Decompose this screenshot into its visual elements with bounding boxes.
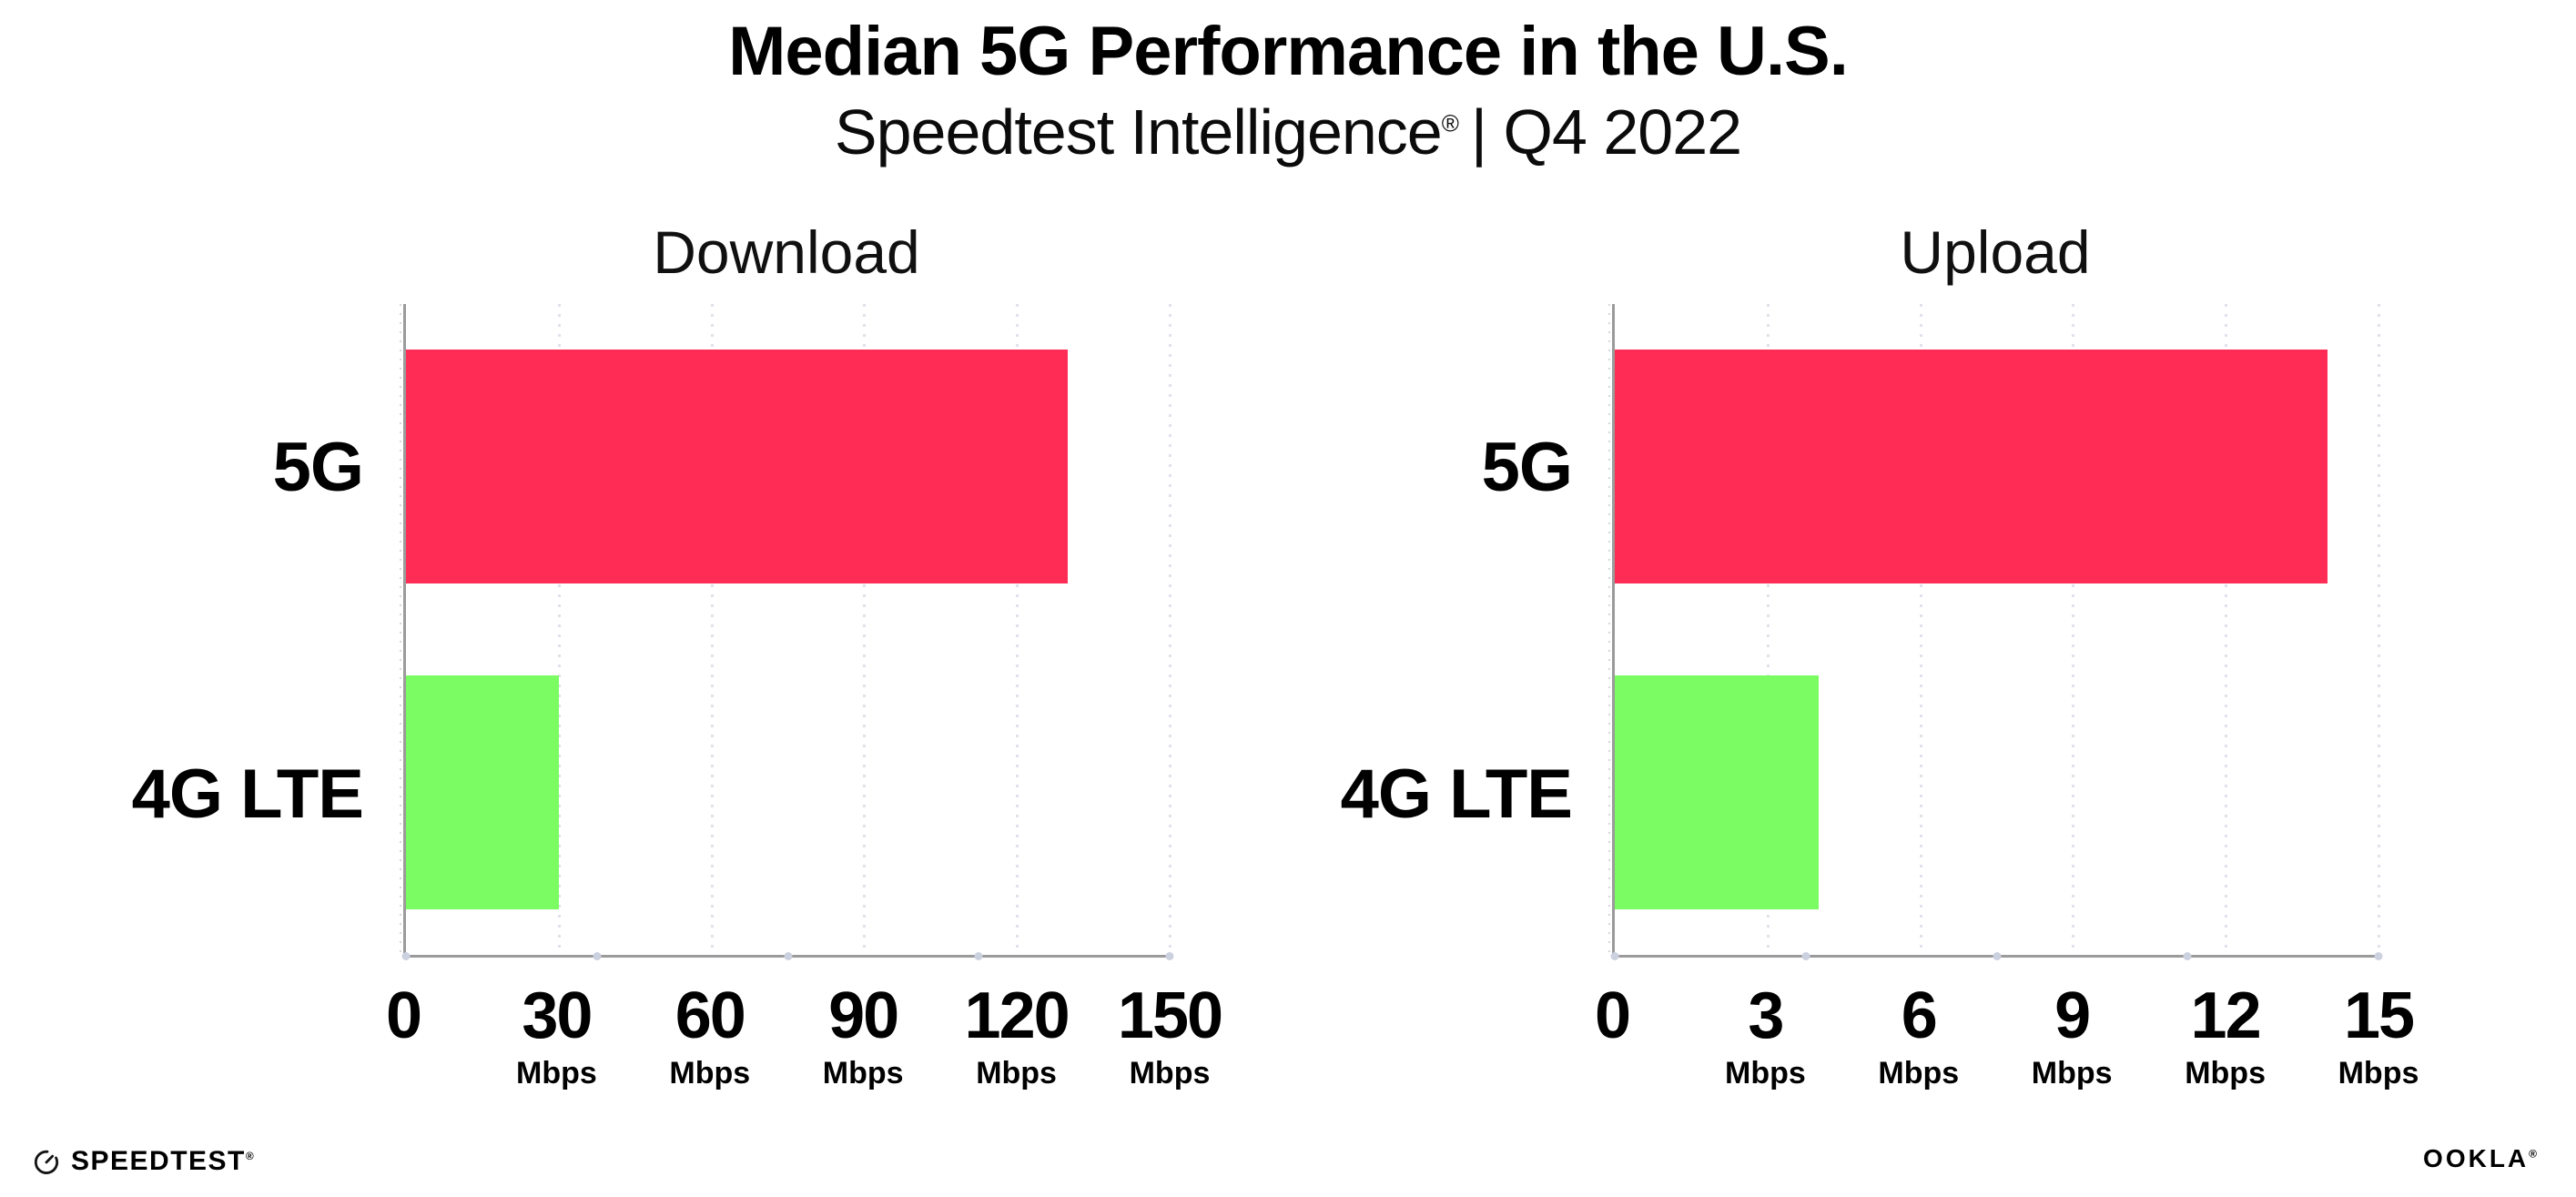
registered-mark: ® xyxy=(1441,109,1459,137)
page-subtitle: Speedtest Intelligence® | Q4 2022 xyxy=(0,97,2576,167)
subtitle-period: | Q4 2022 xyxy=(1470,96,1742,168)
x-tick-0: 0 xyxy=(385,979,422,1052)
x-tick-90: 90 Mbps xyxy=(823,983,904,1089)
download-x-axis-labels: 0 30 Mbps 60 Mbps 90 Mbps 120 Mbps 150 Mbps xyxy=(386,958,1223,1103)
axis-marker-dot xyxy=(1165,952,1174,960)
x-tick-value: 12 xyxy=(2190,979,2262,1052)
category-label-5g: 5G xyxy=(272,429,364,506)
x-tick-value: 150 xyxy=(1117,979,1223,1052)
download-plot-area xyxy=(400,304,1174,960)
x-tick-value: 15 xyxy=(2343,979,2415,1052)
download-chart: Download 5G 4G LTE 0 30 Mbps 60 Mbps 90 Mbps 120… xyxy=(118,209,1223,1103)
axis-marker-dot xyxy=(2374,952,2383,960)
bar-5g xyxy=(406,350,1069,584)
bar-row-5g xyxy=(406,304,1170,630)
gridline-120 xyxy=(1016,304,1019,955)
download-category-axis: 5G 4G LTE xyxy=(118,304,403,958)
x-tick-unit: Mbps xyxy=(2185,1056,2266,1090)
x-tick-unit: Mbps xyxy=(2031,1056,2113,1090)
bar-5g xyxy=(1615,350,2328,584)
bar-row-5g xyxy=(1615,304,2378,630)
subtitle-brand: Speedtest Intelligence xyxy=(834,96,1443,168)
x-tick-15: 15 Mbps xyxy=(2338,983,2419,1089)
x-tick-value: 60 xyxy=(674,979,746,1052)
category-slot: 5G xyxy=(1327,304,1612,631)
x-tick-value: 9 xyxy=(2054,979,2091,1052)
axis-marker-dot xyxy=(593,952,602,960)
gridline-6 xyxy=(1919,304,1922,955)
x-tick-unit: Mbps xyxy=(1725,1056,1806,1090)
x-tick-0: 0 xyxy=(1594,979,1631,1052)
x-tick-value: 0 xyxy=(1594,979,1631,1052)
x-tick-value: 6 xyxy=(1901,979,1938,1052)
ookla-logo: OOKLA® xyxy=(2423,1144,2540,1173)
speedtest-registered-mark: ® xyxy=(245,1150,256,1162)
x-tick-unit: Mbps xyxy=(976,1056,1057,1090)
upload-chart: Upload 5G 4G LTE 0 3 Mbps 6 Mbps 9 Mbps 12 Mbps 15… xyxy=(1327,209,2419,1103)
category-label-4g-lte: 4G LTE xyxy=(1340,756,1573,833)
category-slot: 4G LTE xyxy=(118,631,403,958)
ookla-registered-mark: ® xyxy=(2529,1147,2540,1161)
x-tick-150: 150 Mbps xyxy=(1117,979,1223,1090)
gridline-9 xyxy=(2072,304,2075,955)
category-label-4g-lte: 4G LTE xyxy=(131,756,364,833)
x-tick-6: 6 Mbps xyxy=(1878,983,1959,1089)
upload-category-axis: 5G 4G LTE xyxy=(1327,304,1612,958)
x-tick-120: 120 Mbps xyxy=(964,979,1070,1090)
bar-4g-lte xyxy=(1615,675,1819,909)
x-tick-unit: Mbps xyxy=(822,1056,904,1090)
x-tick-unit: Mbps xyxy=(2338,1056,2419,1090)
category-slot: 4G LTE xyxy=(1327,631,1612,958)
gridline-12 xyxy=(2225,304,2228,955)
bar-4g-lte xyxy=(406,675,559,909)
x-tick-9: 9 Mbps xyxy=(2032,983,2113,1089)
chart-title-download: Download xyxy=(653,218,920,286)
x-tick-3: 3 Mbps xyxy=(1725,983,1806,1089)
x-tick-unit: Mbps xyxy=(1129,1056,1211,1090)
gridline-90 xyxy=(863,304,867,955)
x-tick-12: 12 Mbps xyxy=(2185,983,2266,1089)
x-tick-60: 60 Mbps xyxy=(669,983,750,1089)
x-tick-unit: Mbps xyxy=(669,1056,751,1090)
gridline-150 xyxy=(1169,304,1171,955)
gridline-30 xyxy=(557,304,561,955)
category-slot: 5G xyxy=(118,304,403,631)
x-tick-unit: Mbps xyxy=(1878,1056,1960,1090)
x-tick-value: 30 xyxy=(522,979,593,1052)
speedtest-gauge-icon xyxy=(34,1150,59,1174)
axis-marker-dot xyxy=(2183,952,2192,960)
gridline-15 xyxy=(2378,304,2380,955)
axis-marker-dot xyxy=(1801,952,1810,960)
chart-title-upload: Upload xyxy=(1900,218,2091,286)
bar-row-4g-lte xyxy=(1615,630,2378,956)
ookla-wordmark: OOKLA xyxy=(2423,1144,2530,1172)
x-tick-value: 90 xyxy=(828,979,899,1052)
axis-marker-dot xyxy=(784,952,792,960)
header: Median 5G Performance in the U.S. Speedt… xyxy=(0,13,2576,167)
category-label-5g: 5G xyxy=(1481,429,1573,506)
x-tick-30: 30 Mbps xyxy=(516,983,597,1089)
axis-marker-dot xyxy=(1610,952,1619,960)
axis-marker-dot xyxy=(974,952,983,960)
speedtest-logo: SPEEDTEST® xyxy=(33,1146,255,1177)
axis-marker-dot xyxy=(401,952,411,960)
x-tick-unit: Mbps xyxy=(516,1056,597,1090)
x-tick-value: 3 xyxy=(1748,979,1784,1052)
x-tick-value: 120 xyxy=(964,979,1070,1052)
upload-plot-area xyxy=(1608,304,2383,960)
speedtest-wordmark: SPEEDTEST® xyxy=(71,1146,256,1176)
page-title: Median 5G Performance in the U.S. xyxy=(728,13,1849,90)
x-tick-value: 0 xyxy=(385,979,422,1052)
axis-marker-dot xyxy=(1993,952,2001,960)
upload-x-axis-labels: 0 3 Mbps 6 Mbps 9 Mbps 12 Mbps 15 Mbps xyxy=(1595,958,2419,1103)
gridline-3 xyxy=(1766,304,1770,955)
gridline-60 xyxy=(710,304,714,955)
bar-row-4g-lte xyxy=(406,630,1170,956)
